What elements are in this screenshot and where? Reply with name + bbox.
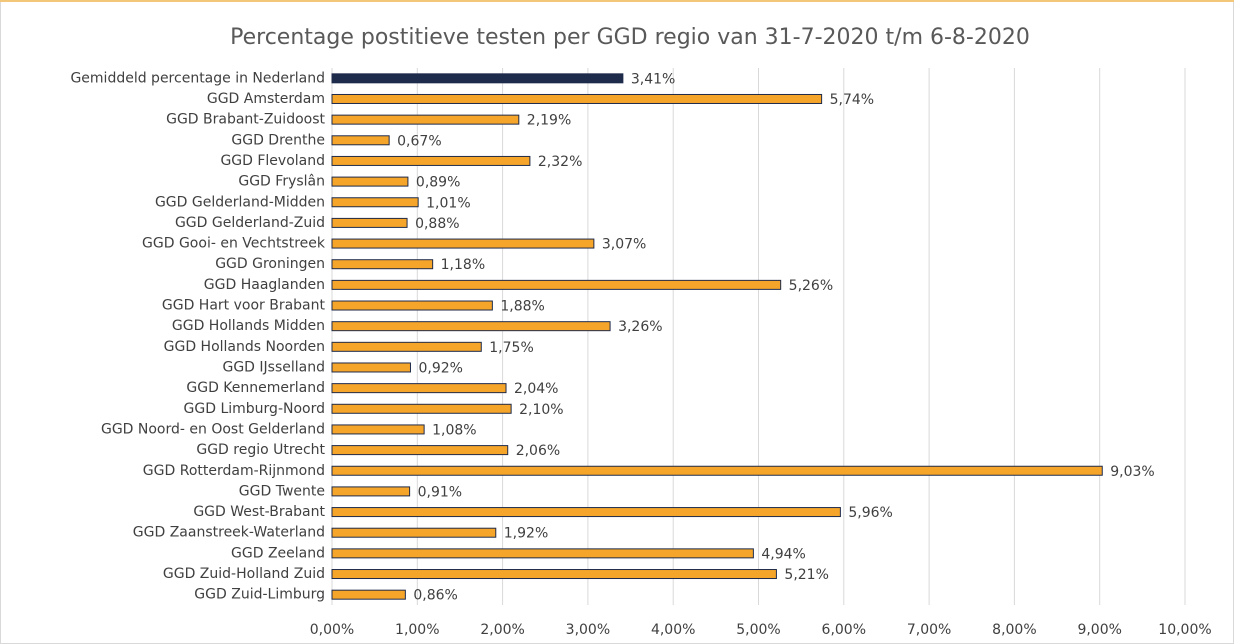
- data-label: 1,75%: [489, 340, 533, 356]
- x-tick-label: 9,00%: [1077, 622, 1121, 638]
- data-label: 3,26%: [618, 319, 662, 335]
- bar: [331, 507, 841, 518]
- y-tick-label: GGD Zeeland: [231, 545, 325, 561]
- data-label: 1,01%: [426, 195, 470, 211]
- bar: [331, 197, 419, 208]
- data-label: 9,03%: [1110, 464, 1154, 480]
- y-tick-label: GGD Fryslân: [238, 174, 325, 190]
- bar: [331, 259, 434, 270]
- bar: [331, 93, 823, 104]
- y-tick-label: GGD Gooi- en Vechtstreek: [142, 236, 326, 252]
- y-tick-label: GGD Flevoland: [220, 153, 325, 169]
- bar: [331, 135, 390, 146]
- bar: [331, 217, 408, 228]
- bar: [331, 465, 1103, 476]
- bar: [331, 238, 595, 249]
- bar: [331, 362, 411, 373]
- bar: [331, 176, 409, 187]
- bar: [331, 403, 512, 414]
- data-label: 0,67%: [397, 133, 441, 149]
- bar: [331, 527, 497, 538]
- y-tick-label: GGD Gelderland-Zuid: [175, 215, 325, 231]
- y-tick-label: GGD Haaglanden: [204, 277, 325, 293]
- bar: [331, 589, 406, 600]
- bar: [331, 548, 754, 559]
- y-tick-label: GGD Noord- en Oost Gelderland: [101, 421, 325, 437]
- y-tick-label: GGD West-Brabant: [193, 504, 325, 520]
- data-label: 2,04%: [514, 381, 558, 397]
- x-tick-label: 10,00%: [1158, 622, 1211, 638]
- y-tick-label: GGD Twente: [239, 483, 325, 499]
- data-label: 5,96%: [848, 505, 892, 521]
- x-tick-label: 1,00%: [395, 622, 439, 638]
- x-tick-label: 7,00%: [907, 622, 951, 638]
- y-tick-label: Gemiddeld percentage in Nederland: [70, 70, 325, 86]
- bar: [331, 341, 482, 352]
- y-tick-label: GGD IJsselland: [222, 359, 325, 375]
- data-label: 5,26%: [789, 278, 833, 294]
- data-label: 4,94%: [761, 546, 805, 562]
- y-tick-label: GGD Drenthe: [231, 132, 325, 148]
- data-label: 1,88%: [500, 299, 544, 315]
- data-label: 5,21%: [784, 567, 828, 583]
- y-tick-label: GGD Brabant-Zuidoost: [166, 112, 325, 128]
- y-tick-label: GGD Hollands Noorden: [164, 339, 325, 355]
- x-tick-label: 3,00%: [566, 622, 610, 638]
- x-tick-label: 5,00%: [736, 622, 780, 638]
- bar: [331, 155, 531, 166]
- bar: [331, 486, 411, 497]
- y-tick-label: GGD Rotterdam-Rijnmond: [143, 463, 325, 479]
- bar: [331, 445, 509, 456]
- data-label: 0,86%: [413, 588, 457, 604]
- bar: [331, 383, 507, 394]
- bar: [331, 424, 425, 435]
- data-label: 0,92%: [418, 360, 462, 376]
- x-tick-label: 8,00%: [992, 622, 1036, 638]
- data-label: 2,06%: [516, 443, 560, 459]
- bar: [331, 300, 493, 311]
- data-label: 2,19%: [527, 113, 571, 129]
- data-label: 1,18%: [441, 257, 485, 273]
- y-tick-label: GGD regio Utrecht: [196, 442, 325, 458]
- data-label: 1,92%: [504, 526, 548, 542]
- chart-title: Percentage postitieve testen per GGD reg…: [230, 25, 1030, 50]
- bar: [331, 114, 520, 125]
- y-tick-label: GGD Zuid-Holland Zuid: [163, 566, 325, 582]
- bar: [331, 73, 624, 84]
- data-label: 5,74%: [830, 92, 874, 108]
- y-tick-label: GGD Limburg-Noord: [184, 401, 325, 417]
- y-tick-label: GGD Zaanstreek-Waterland: [133, 525, 325, 541]
- y-tick-label: GGD Gelderland-Midden: [155, 194, 325, 210]
- y-tick-label: GGD Kennemerland: [186, 380, 325, 396]
- data-label: 2,32%: [538, 154, 582, 170]
- y-tick-label: GGD Hart voor Brabant: [162, 298, 326, 314]
- data-label: 0,89%: [416, 175, 460, 191]
- bar: [331, 321, 611, 332]
- data-label: 1,08%: [432, 422, 476, 438]
- y-tick-label: GGD Groningen: [215, 256, 325, 272]
- data-label: 3,41%: [631, 71, 675, 87]
- bar: [331, 569, 777, 580]
- data-label: 0,91%: [418, 484, 462, 500]
- x-tick-label: 2,00%: [480, 622, 524, 638]
- bar: [331, 279, 782, 290]
- x-tick-label: 0,00%: [310, 622, 354, 638]
- x-tick-label: 4,00%: [651, 622, 695, 638]
- data-label: 2,10%: [519, 402, 563, 418]
- y-tick-label: GGD Zuid-Limburg: [194, 587, 325, 603]
- data-label: 0,88%: [415, 216, 459, 232]
- y-tick-label: GGD Amsterdam: [207, 91, 325, 107]
- data-label: 3,07%: [602, 237, 646, 253]
- x-tick-label: 6,00%: [822, 622, 866, 638]
- y-tick-label: GGD Hollands Midden: [172, 318, 325, 334]
